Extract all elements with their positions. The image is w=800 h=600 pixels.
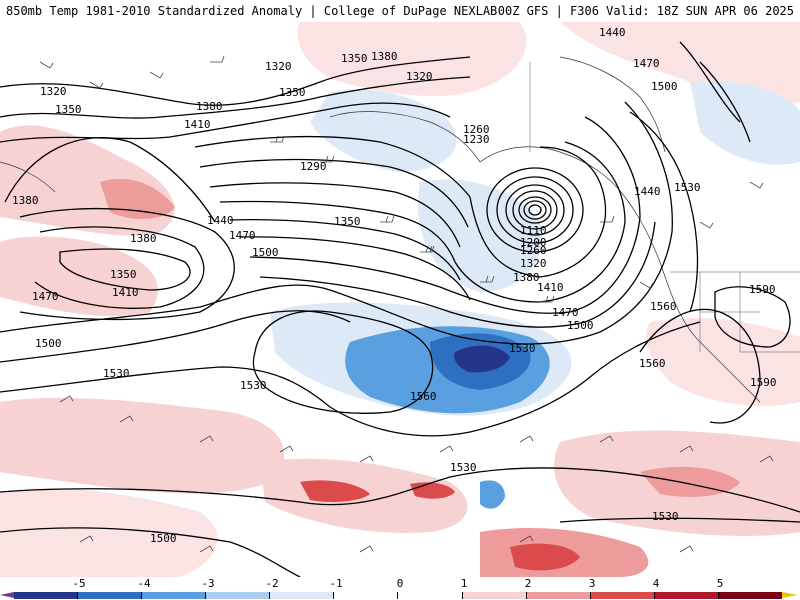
warm-anomaly-south-w2 bbox=[0, 488, 218, 577]
colorbar-tick: -1 bbox=[329, 577, 343, 590]
contour-label: 1470 bbox=[552, 306, 579, 319]
warm-anomaly-s-bottom-core bbox=[510, 543, 580, 571]
contour-label: 1470 bbox=[229, 229, 256, 242]
contour-label: 1440 bbox=[599, 26, 626, 39]
contour-label: 1470 bbox=[32, 290, 59, 303]
contour-label: 1440 bbox=[207, 214, 234, 227]
warm-anomaly-nw bbox=[0, 125, 175, 236]
colorbar-tick: 5 bbox=[716, 577, 724, 590]
contour-label: 1500 bbox=[35, 337, 62, 350]
political-borders bbox=[529, 62, 800, 353]
colorbar-segment bbox=[270, 592, 335, 599]
contour-label: 1320 bbox=[40, 85, 67, 98]
contour-label: 1560 bbox=[650, 300, 677, 313]
contour-label: 1410 bbox=[184, 118, 211, 131]
colorbar-tick: 4 bbox=[652, 577, 660, 590]
contour-label: 1380 bbox=[196, 100, 223, 113]
contour-label: 1530 bbox=[450, 461, 477, 474]
contour-label: 1560 bbox=[410, 390, 437, 403]
contour-label: 1350 bbox=[279, 86, 306, 99]
colorbar-segment bbox=[142, 592, 207, 599]
contour-label: 1380 bbox=[12, 194, 39, 207]
colorbar-segment bbox=[14, 592, 79, 599]
colorbar-tick: -5 bbox=[72, 577, 86, 590]
contour-label: 1350 bbox=[341, 52, 368, 65]
colorbar-bar bbox=[14, 592, 782, 599]
contour-label: 1320 bbox=[265, 60, 292, 73]
colorbar-tick: 3 bbox=[588, 577, 596, 590]
contour-label: 1500 bbox=[567, 319, 594, 332]
contour-label: 1410 bbox=[537, 281, 564, 294]
height-contours bbox=[0, 41, 800, 577]
contour-label: 1230 bbox=[463, 133, 490, 146]
map-title: 850mb Temp 1981-2010 Standardized Anomal… bbox=[6, 4, 498, 18]
contour-label: 1590 bbox=[749, 283, 776, 296]
contour-label: 1380 bbox=[371, 50, 398, 63]
contour-label: 1410 bbox=[112, 286, 139, 299]
cool-anomaly-south-spot bbox=[480, 480, 505, 509]
wind-barbs bbox=[39, 55, 774, 553]
warm-anomaly-north bbox=[297, 22, 527, 97]
cool-anomaly-ne-strip bbox=[690, 81, 800, 165]
anomaly-map: 1320 1350 1380 1320 1350 1350 1320 1380 … bbox=[0, 22, 800, 577]
contour-label: 1560 bbox=[639, 357, 666, 370]
contour-label: 1500 bbox=[651, 80, 678, 93]
contour-label: 1530 bbox=[652, 510, 679, 523]
contour-label: 1350 bbox=[110, 268, 137, 281]
contour-label: 1500 bbox=[150, 532, 177, 545]
contour-label: 1470 bbox=[633, 57, 660, 70]
colorbar-segment bbox=[526, 592, 591, 599]
contour-label: 1440 bbox=[634, 185, 661, 198]
map-header: 850mb Temp 1981-2010 Standardized Anomal… bbox=[0, 0, 800, 22]
colorbar-segment bbox=[654, 592, 719, 599]
contour-label: 1530 bbox=[674, 181, 701, 194]
contour-label: 1260 bbox=[463, 123, 490, 136]
colorbar-segment bbox=[590, 592, 655, 599]
colorbar-segment bbox=[398, 592, 463, 599]
contour-label: 1530 bbox=[509, 342, 536, 355]
colorbar-segment bbox=[206, 592, 271, 599]
contour-label: 1590 bbox=[750, 376, 777, 389]
contour-label: 1530 bbox=[103, 367, 130, 380]
warm-anomaly-w bbox=[0, 236, 158, 317]
contour-label: 1260 bbox=[520, 244, 547, 257]
colorbar-segment bbox=[462, 592, 527, 599]
warm-anomaly-south-c-core bbox=[300, 480, 370, 502]
colorbar-tick: 2 bbox=[524, 577, 532, 590]
contour-label: 1290 bbox=[300, 160, 327, 173]
colorbar: -5 -4 -3 -2 -1 0 1 2 3 4 5 bbox=[0, 577, 800, 600]
colorbar-min-cap bbox=[0, 592, 14, 598]
colorbar-tick: 1 bbox=[460, 577, 468, 590]
cool-anomaly-alaska bbox=[310, 89, 457, 172]
colorbar-tick: -3 bbox=[201, 577, 215, 590]
contour-labels: 1320 1350 1380 1320 1350 1350 1320 1380 … bbox=[12, 26, 777, 545]
contour-label: 1200 bbox=[520, 236, 547, 249]
contour-label: 1380 bbox=[513, 271, 540, 284]
contour-label: 1380 bbox=[130, 232, 157, 245]
contour-label: 1500 bbox=[252, 246, 279, 259]
colorbar-max-cap bbox=[782, 592, 798, 598]
contour-label: 1320 bbox=[406, 70, 433, 83]
contour-label: 1350 bbox=[334, 215, 361, 228]
contour-label: 1110 bbox=[520, 224, 547, 237]
warm-anomaly-south-w bbox=[0, 397, 285, 494]
colorbar-tick: 0 bbox=[396, 577, 404, 590]
colorbar-segment bbox=[334, 592, 399, 599]
cool-anomaly-core bbox=[454, 345, 510, 373]
colorbar-segment bbox=[718, 592, 782, 599]
anomaly-shading bbox=[0, 22, 800, 577]
contour-label: 1530 bbox=[240, 379, 267, 392]
contour-label: 1320 bbox=[520, 257, 547, 270]
colorbar-tick: -4 bbox=[137, 577, 151, 590]
contour-label: 1350 bbox=[55, 103, 82, 116]
model-valid-time: 00Z GFS | F306 Valid: 18Z SUN APR 06 202… bbox=[497, 4, 794, 18]
warm-anomaly-se2 bbox=[646, 317, 800, 406]
colorbar-tick: -2 bbox=[265, 577, 279, 590]
colorbar-segment bbox=[78, 592, 143, 599]
